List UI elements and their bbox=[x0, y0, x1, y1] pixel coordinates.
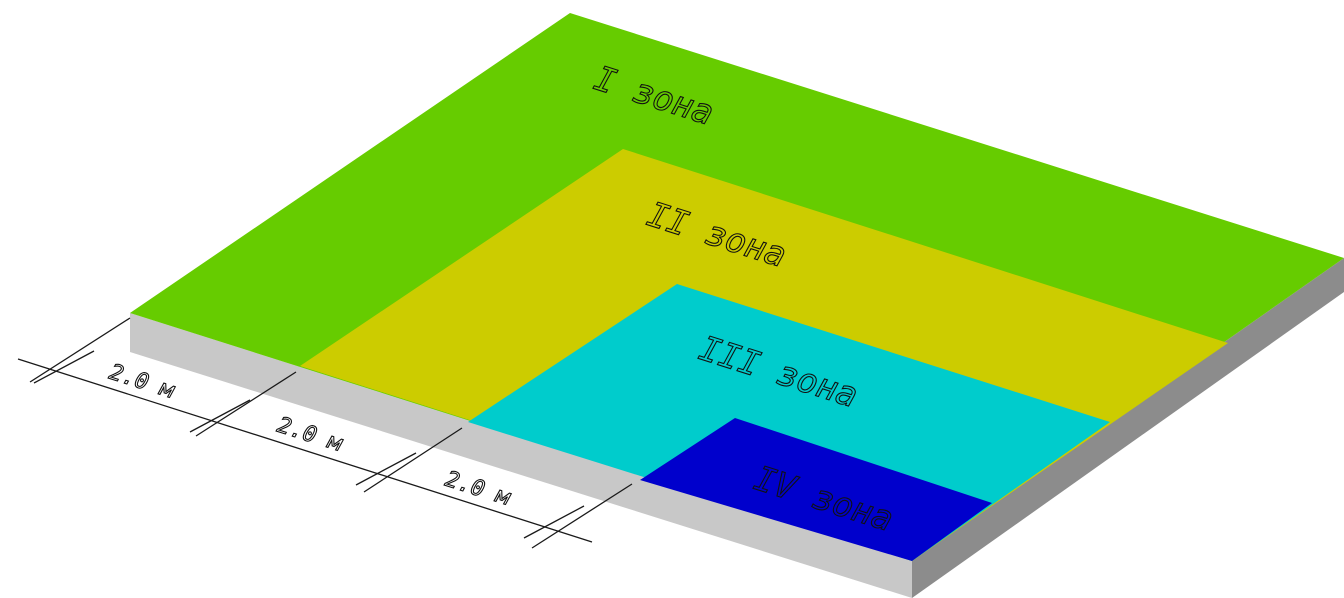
slab-front-side bbox=[130, 313, 912, 598]
extension-line-2 bbox=[195, 371, 297, 437]
tick-1 bbox=[33, 350, 95, 384]
dimension-label-3: 2.0 м bbox=[442, 467, 513, 511]
extension-line-3 bbox=[363, 427, 463, 493]
extension-line-1 bbox=[29, 317, 131, 383]
dimension-label-2: 2.0 м bbox=[274, 413, 345, 457]
tick-4 bbox=[523, 505, 585, 539]
tick-3 bbox=[355, 452, 417, 486]
extension-line-4 bbox=[531, 483, 633, 549]
dimension-label-1: 2.0 м bbox=[106, 360, 177, 404]
tick-2 bbox=[189, 399, 251, 433]
zone-4-area bbox=[640, 418, 992, 561]
dimension-line bbox=[17, 358, 593, 543]
slab-right-side bbox=[912, 258, 1344, 598]
